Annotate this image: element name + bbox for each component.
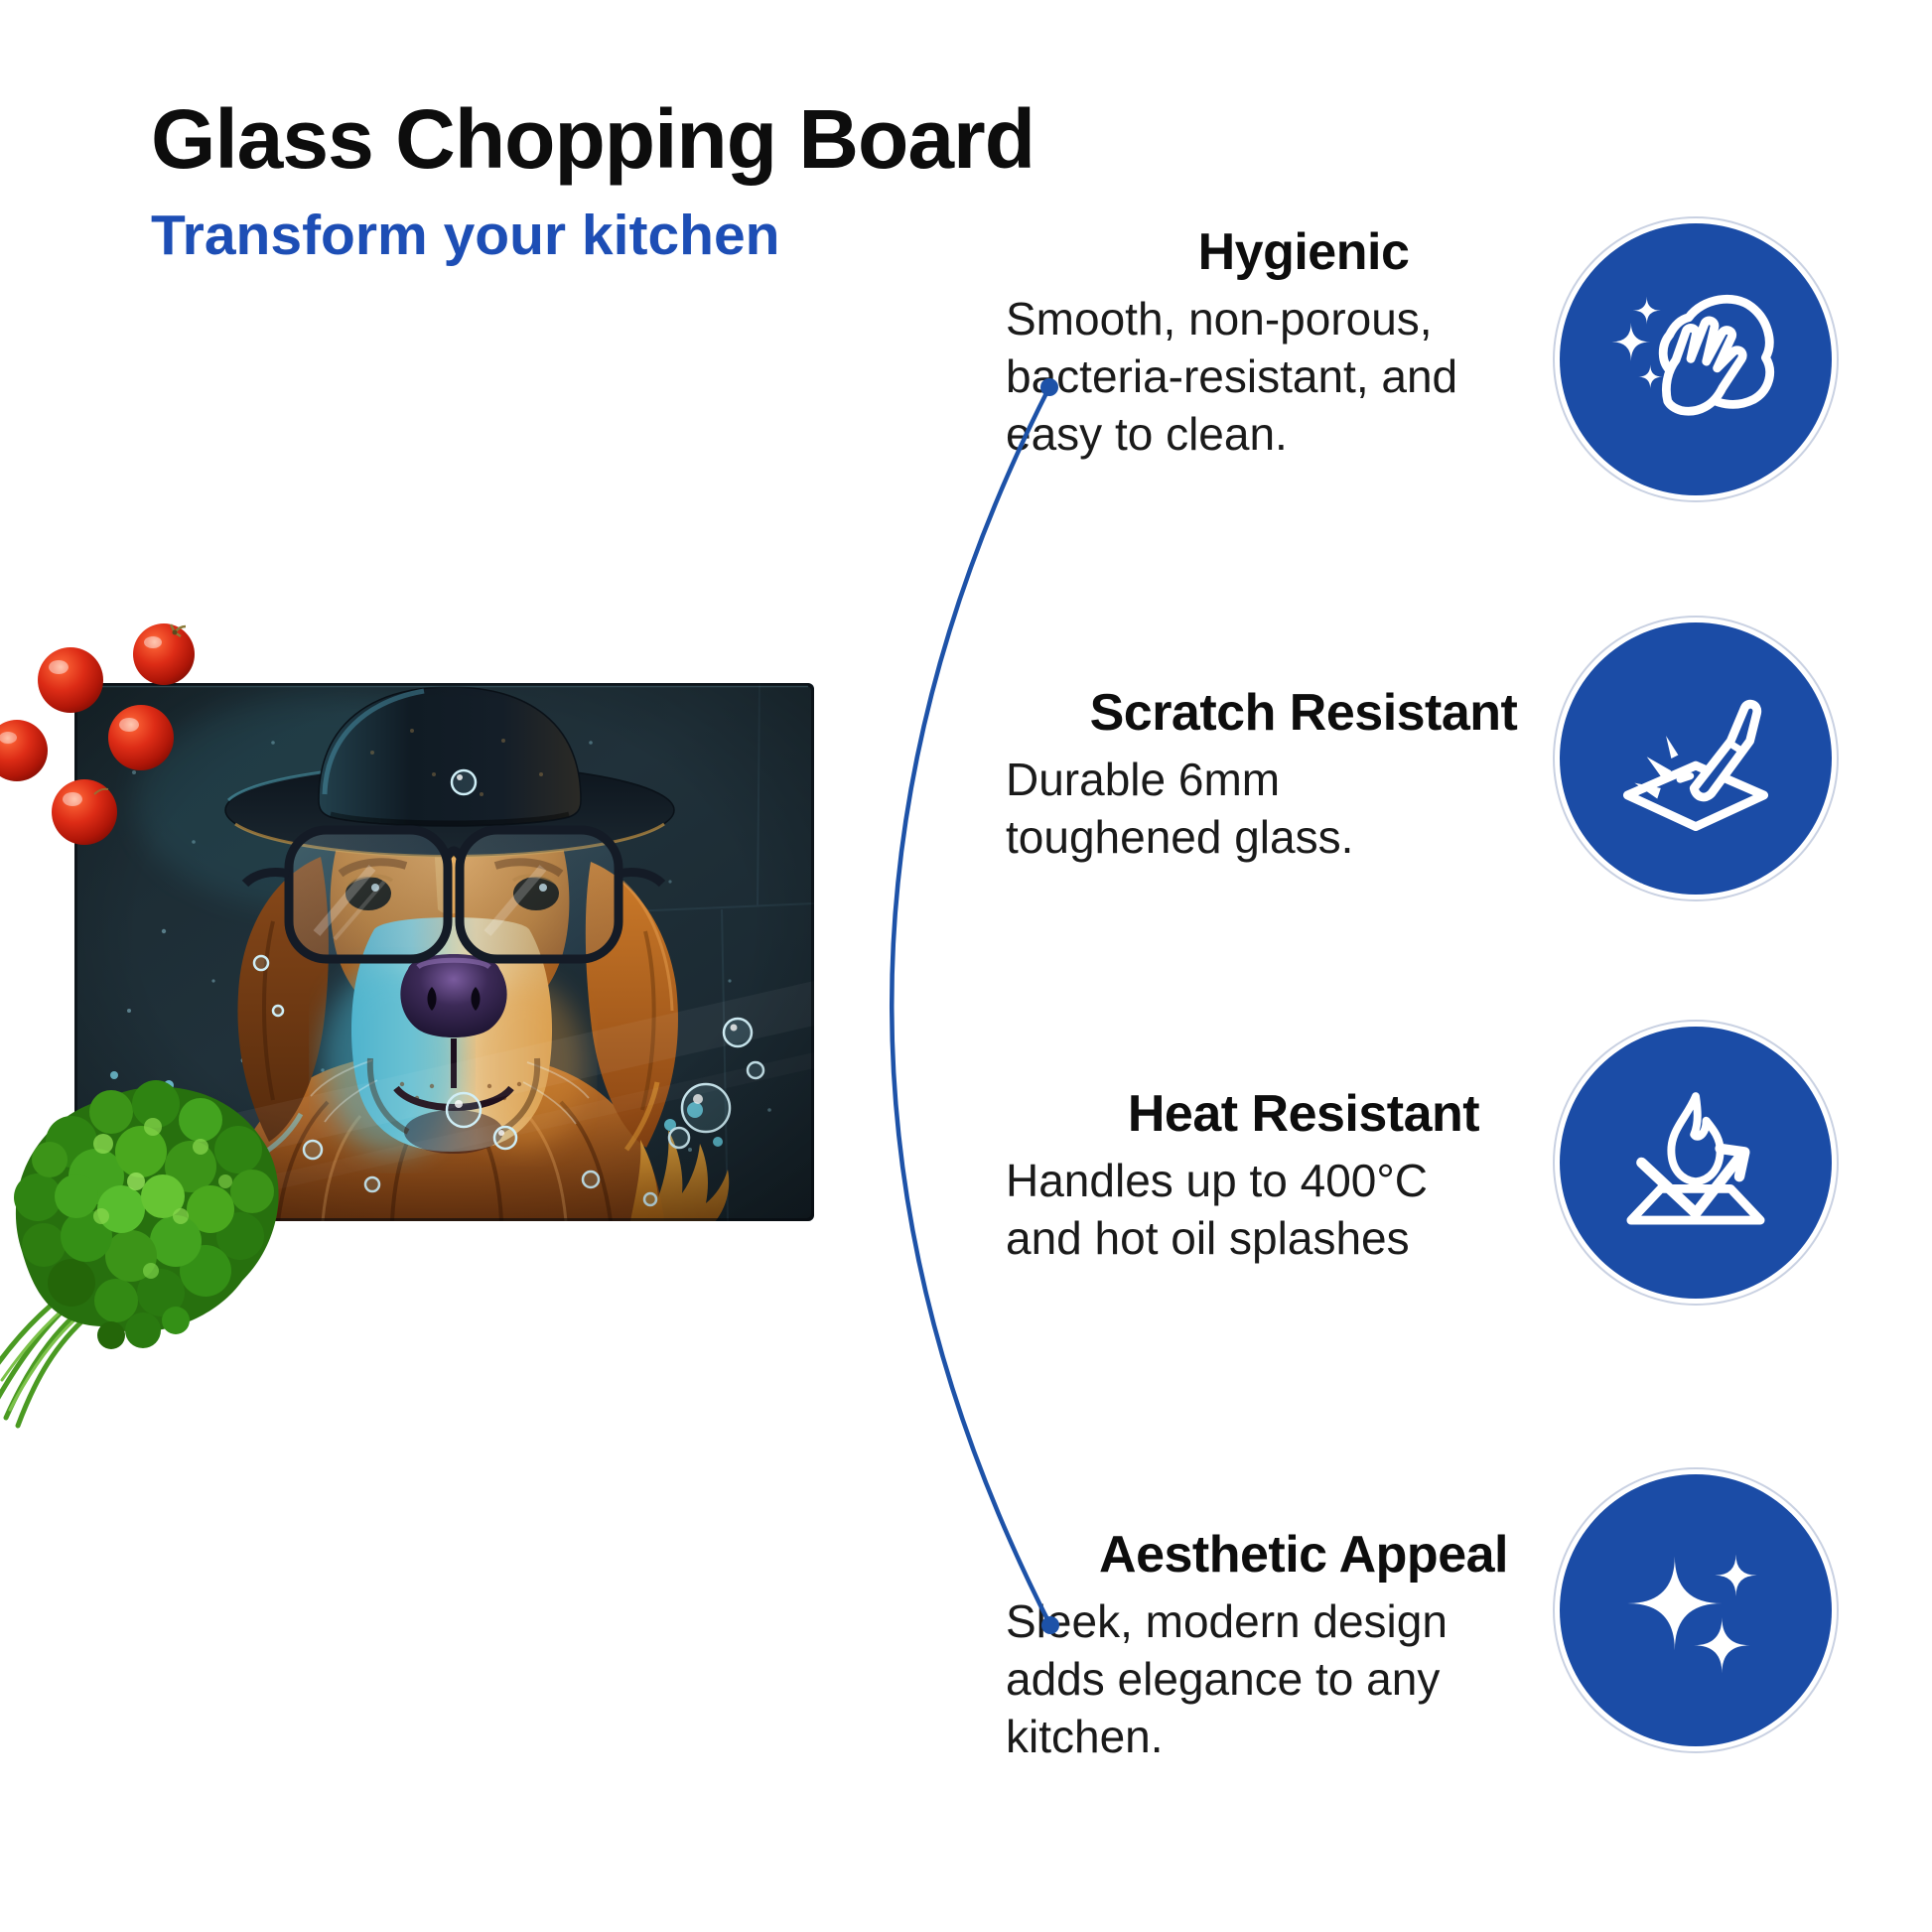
page-title: Glass Chopping Board — [151, 92, 1035, 186]
parsley-bunch — [0, 1080, 279, 1429]
feature-title-heat-resistant: Heat Resistant — [1127, 1085, 1480, 1143]
sparkle-hand-wipe-icon — [1611, 294, 1774, 416]
feature-icon-circle-scratch — [1560, 622, 1832, 895]
tomato — [52, 779, 117, 845]
board-edge — [74, 683, 814, 1221]
page-subtitle: Transform your kitchen — [151, 204, 780, 267]
feature-desc-heat-resistant: Handles up to 400°C and hot oil splashes — [1006, 1155, 1429, 1264]
parsley-leaves — [14, 1080, 274, 1349]
flame-over-surface-icon — [1626, 1092, 1765, 1225]
feature-desc-hygienic: Smooth, non-porous, bacteria-resistant, … — [1006, 293, 1458, 460]
sparkles-icon — [1627, 1554, 1757, 1674]
chopping-board-photo — [74, 683, 814, 1221]
feature-title-scratch-resistant: Scratch Resistant — [1089, 684, 1518, 742]
knife-scratch-icon — [1622, 699, 1769, 832]
feature-desc-scratch-resistant: Durable 6mm toughened glass. — [1006, 754, 1354, 863]
tomato — [0, 720, 48, 781]
tomato — [133, 623, 195, 685]
cherry-tomatoes — [0, 623, 195, 845]
feature-title-aesthetic-appeal: Aesthetic Appeal — [1099, 1526, 1508, 1584]
feature-icon-circle-hygienic — [1560, 223, 1832, 495]
feature-icon-circle-aesthetic — [1560, 1474, 1832, 1746]
feature-title-hygienic: Hygienic — [1197, 223, 1410, 281]
tomato — [108, 705, 174, 770]
tomato — [38, 647, 103, 713]
feature-icon-circle-heat — [1560, 1027, 1832, 1299]
feature-desc-aesthetic-appeal: Sleek, modern design adds elegance to an… — [1006, 1595, 1448, 1762]
